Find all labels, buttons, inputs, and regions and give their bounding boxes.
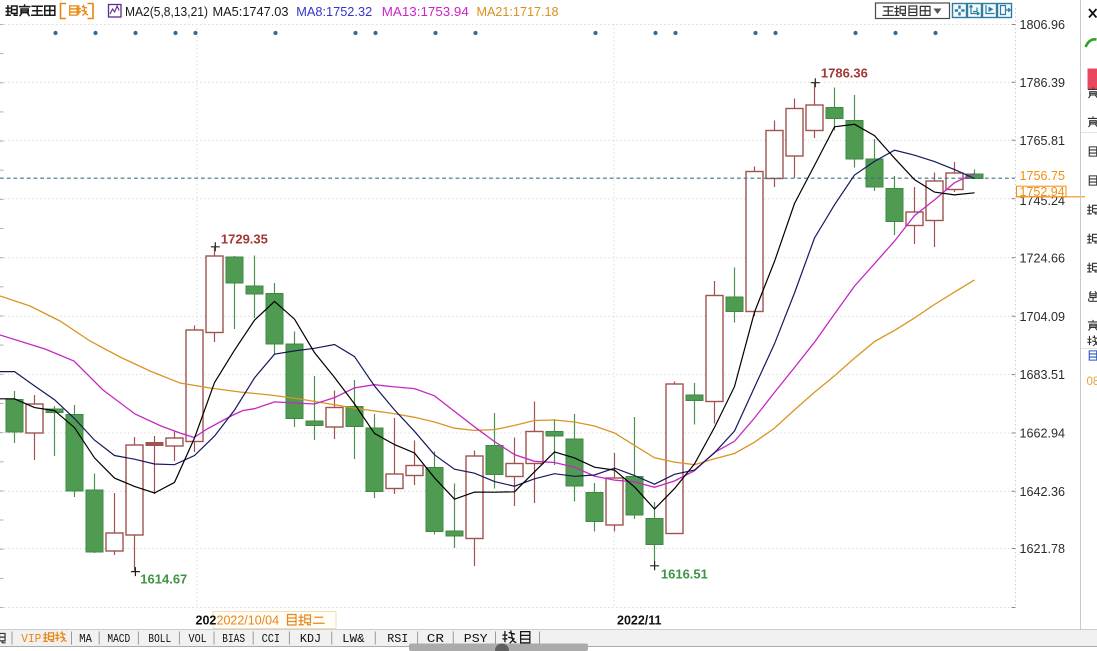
svg-text:08: 08: [1087, 376, 1097, 388]
svg-text:BIAS: BIAS: [222, 632, 245, 646]
svg-text:MA5:1747.03: MA5:1747.03: [213, 4, 289, 19]
svg-text:MACD: MACD: [107, 632, 130, 646]
svg-text:202: 202: [196, 614, 217, 628]
svg-text:MA: MA: [79, 632, 93, 646]
svg-text:1765.81: 1765.81: [1020, 133, 1066, 148]
svg-text:1683.51: 1683.51: [1020, 367, 1066, 382]
svg-text:1642.36: 1642.36: [1020, 484, 1066, 499]
svg-text:LW&: LW&: [342, 632, 365, 646]
svg-text:MA21:1717.18: MA21:1717.18: [477, 4, 559, 19]
svg-text:CR: CR: [427, 632, 444, 646]
svg-text:VOL: VOL: [189, 632, 207, 646]
svg-text:1756.75: 1756.75: [1020, 168, 1066, 183]
svg-text:MA13:1753.94: MA13:1753.94: [382, 4, 469, 19]
svg-text:BOLL: BOLL: [148, 632, 171, 646]
svg-text:1614.67: 1614.67: [140, 572, 187, 587]
svg-text:VIP: VIP: [21, 632, 41, 646]
svg-text:KDJ: KDJ: [300, 632, 321, 646]
svg-text:MA8:1752.32: MA8:1752.32: [296, 4, 372, 19]
svg-text:1786.36: 1786.36: [821, 65, 868, 80]
svg-text:1806.96: 1806.96: [1020, 17, 1066, 32]
svg-text:1621.78: 1621.78: [1020, 541, 1066, 556]
svg-text:2022/10/04: 2022/10/04: [217, 614, 280, 628]
svg-text:1704.09: 1704.09: [1020, 309, 1066, 324]
svg-text:2022/11: 2022/11: [617, 614, 662, 628]
svg-text:PSY: PSY: [464, 632, 488, 646]
svg-text:RSI: RSI: [387, 632, 408, 646]
svg-text:1616.51: 1616.51: [661, 567, 708, 582]
svg-text:1662.94: 1662.94: [1020, 426, 1066, 441]
svg-text:CCI: CCI: [262, 632, 281, 646]
svg-text:1752.94: 1752.94: [1020, 185, 1065, 199]
svg-text:1724.66: 1724.66: [1020, 250, 1066, 265]
svg-text:MA2(5,8,13,21): MA2(5,8,13,21): [125, 4, 208, 19]
svg-text:1729.35: 1729.35: [221, 231, 268, 246]
svg-text:1786.39: 1786.39: [1020, 75, 1066, 90]
